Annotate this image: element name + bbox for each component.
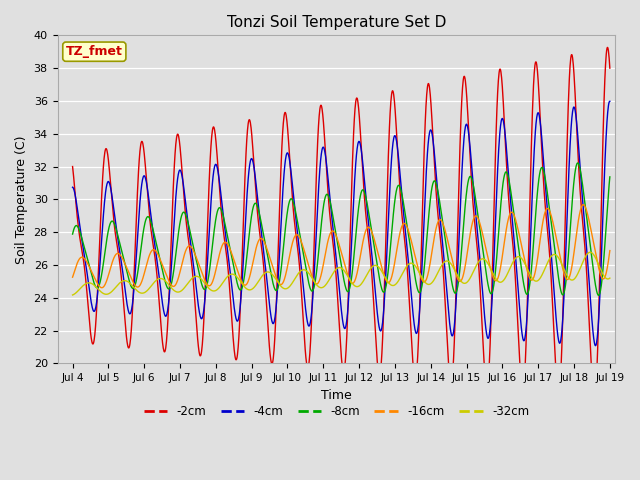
Text: TZ_fmet: TZ_fmet <box>66 45 123 58</box>
X-axis label: Time: Time <box>321 389 352 402</box>
Legend: -2cm, -4cm, -8cm, -16cm, -32cm: -2cm, -4cm, -8cm, -16cm, -32cm <box>139 401 534 423</box>
Title: Tonzi Soil Temperature Set D: Tonzi Soil Temperature Set D <box>227 15 446 30</box>
Y-axis label: Soil Temperature (C): Soil Temperature (C) <box>15 135 28 264</box>
